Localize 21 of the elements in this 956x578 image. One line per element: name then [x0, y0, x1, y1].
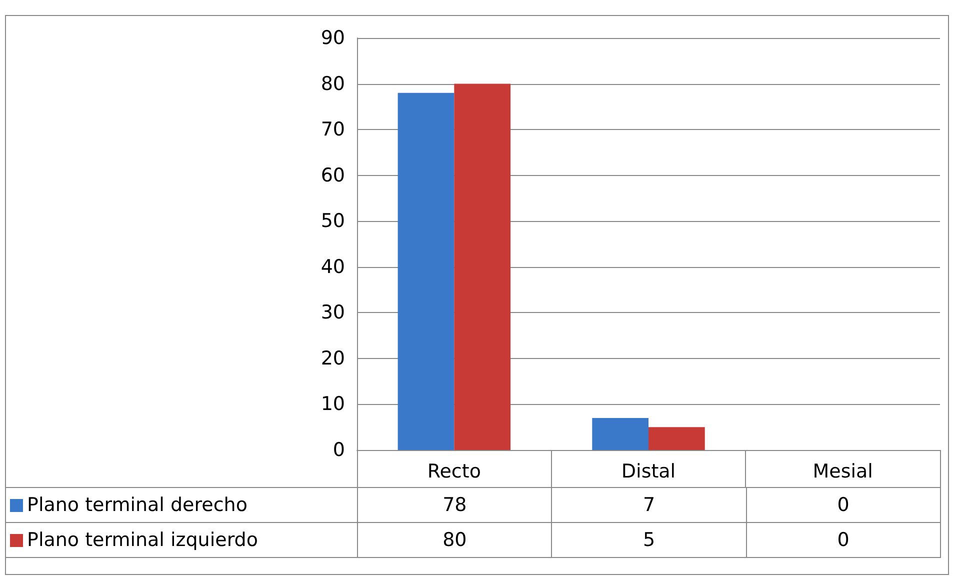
- y-tick-label: 30: [320, 302, 345, 324]
- y-tick-label: 10: [320, 393, 345, 416]
- legend-label: Plano terminal derecho: [6, 487, 358, 522]
- y-tick-label: 60: [320, 164, 345, 186]
- x-tick-label: Distal: [621, 460, 676, 482]
- data-label: 5: [552, 522, 746, 557]
- y-tick-label: 50: [320, 210, 345, 232]
- x-tick-label: Mesial: [812, 460, 873, 482]
- y-tick-label: 90: [320, 27, 345, 49]
- data-label: 78: [358, 487, 552, 522]
- data-label: 0: [746, 487, 940, 522]
- y-tick-label: 20: [320, 347, 345, 370]
- y-tick-label: 80: [320, 72, 345, 95]
- legend-label: Plano terminal izquierdo: [6, 522, 358, 557]
- data-label: 7: [552, 487, 746, 522]
- y-tick-label: 0: [332, 439, 345, 461]
- data-label: 0: [746, 522, 940, 557]
- data-label: 80: [358, 522, 552, 557]
- y-tick-label: 40: [320, 256, 345, 278]
- x-tick-label: Recto: [427, 460, 481, 482]
- y-tick-label: 70: [320, 118, 345, 141]
